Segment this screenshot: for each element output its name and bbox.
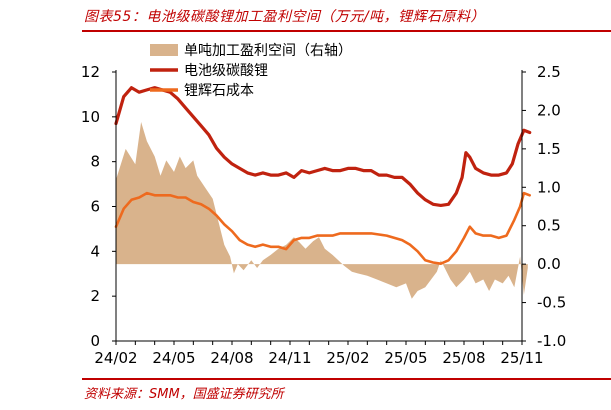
left-tick-label: 4 [90, 242, 100, 260]
x-tick-label: 24/08 [210, 349, 253, 367]
series-line-lithium-carbonate [114, 86, 532, 207]
figure-header: 图表55：电池级碳酸锂加工盈利空间（万元/吨，锂辉石原料） [0, 0, 611, 28]
source-rule [82, 378, 611, 380]
x-tick-label: 25/02 [326, 349, 369, 367]
legend-label: 锂辉石成本 [184, 83, 254, 99]
right-tick-label: -0.5 [537, 294, 566, 312]
x-tick-label: 24/02 [94, 349, 137, 367]
x-tick-label: 24/11 [268, 349, 311, 367]
axis-layer: 24/02 24/05 24/08 24/11 25/02 25/05 25/08 25/11… [81, 63, 566, 367]
series-area-margin [116, 122, 528, 299]
left-tick-label: 10 [81, 108, 100, 126]
figure-title: 图表55：电池级碳酸锂加工盈利空间（万元/吨，锂辉石原料） [84, 9, 486, 25]
series-line-spodumene-cost [114, 191, 532, 266]
left-tick-label: 12 [81, 63, 100, 81]
right-tick-label: 0.5 [537, 217, 561, 235]
left-tick-label: 0 [90, 332, 100, 350]
x-tick-label: 25/11 [500, 349, 543, 367]
legend-label: 单吨加工盈利空间（右轴） [184, 43, 352, 59]
right-tick-label: 0.0 [537, 255, 561, 273]
x-tick-label: 24/05 [152, 349, 195, 367]
line-layer [114, 86, 532, 266]
right-tick-label: 1.0 [537, 178, 561, 196]
right-tick-label: 1.5 [537, 140, 561, 158]
title-rule [82, 30, 611, 32]
left-tick-label: 6 [90, 198, 100, 216]
legend-label: 电池级碳酸锂 [184, 63, 268, 79]
x-tick-label: 25/05 [384, 349, 427, 367]
right-tick-label: -1.0 [537, 332, 566, 350]
area-layer [116, 122, 528, 299]
right-tick-label: 2.5 [537, 63, 561, 81]
left-tick-label: 8 [90, 153, 100, 171]
x-tick-label: 25/08 [442, 349, 485, 367]
source-note: 资料来源：SMM，国盛证券研究所 [84, 387, 284, 402]
left-tick-label: 2 [90, 287, 100, 305]
legend-swatch-area [150, 44, 178, 56]
right-tick-label: 2.0 [537, 101, 561, 119]
